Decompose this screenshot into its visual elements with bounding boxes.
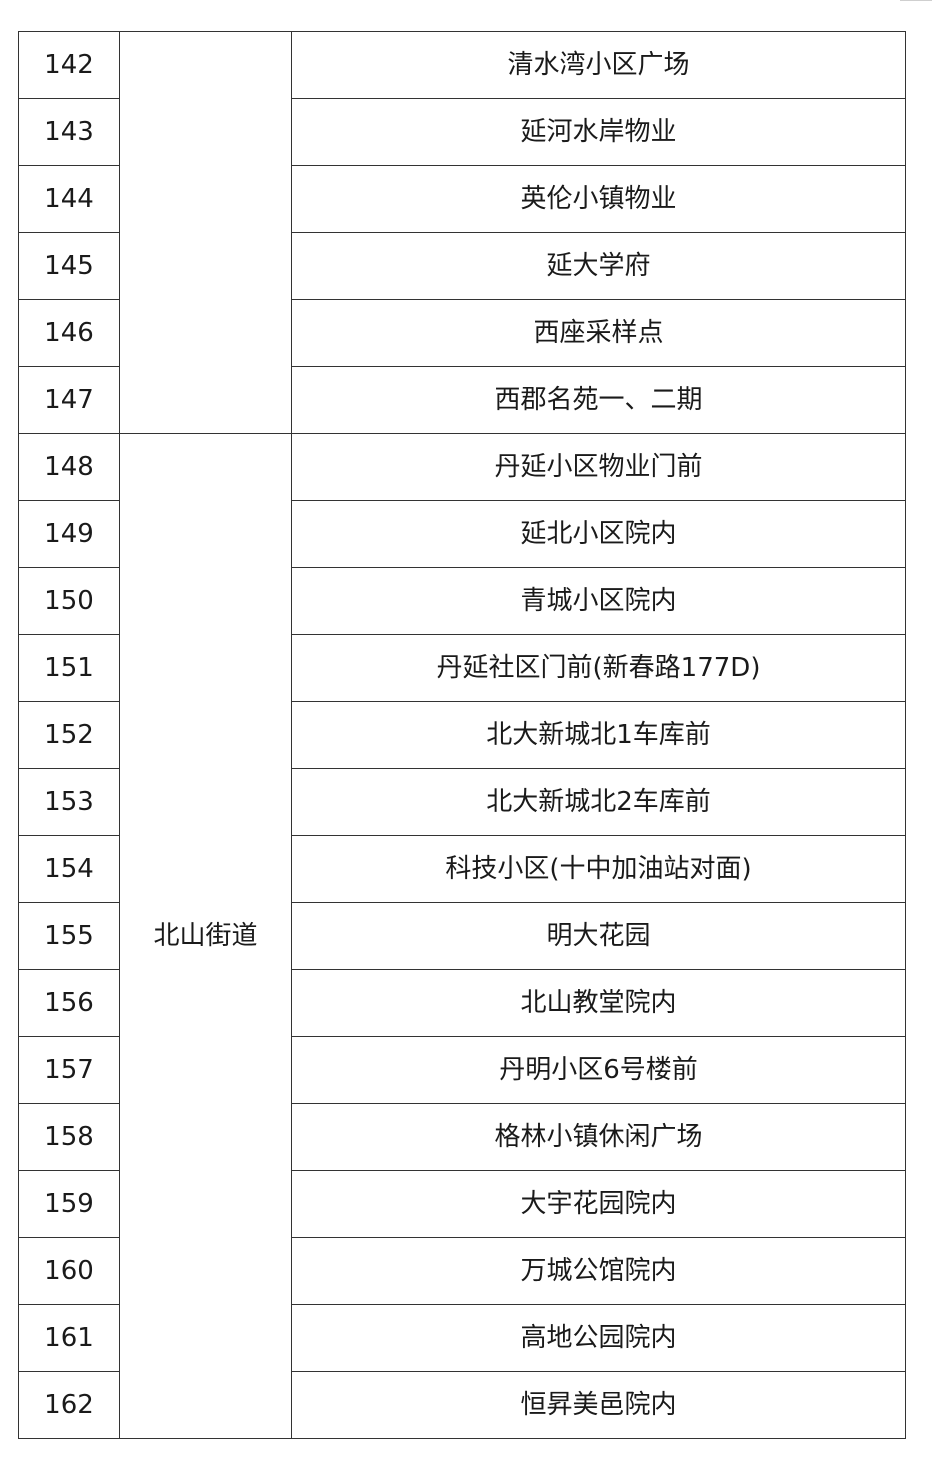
row-number: 152 bbox=[18, 701, 120, 769]
row-number: 154 bbox=[18, 835, 120, 903]
table-row: 145 延大学府 bbox=[18, 232, 906, 300]
row-number: 156 bbox=[18, 969, 120, 1037]
site-name: 西座采样点 bbox=[291, 299, 906, 367]
site-name: 北大新城北1车库前 bbox=[291, 701, 906, 769]
site-name: 高地公园院内 bbox=[291, 1304, 906, 1372]
row-number: 157 bbox=[18, 1036, 120, 1104]
table-row: 152 北大新城北1车库前 bbox=[18, 701, 906, 769]
site-name: 清水湾小区广场 bbox=[291, 31, 906, 99]
table-row: 155 明大花园 bbox=[18, 902, 906, 970]
table-row: 146 西座采样点 bbox=[18, 299, 906, 367]
site-name: 丹延小区物业门前 bbox=[291, 433, 906, 501]
page-edge-mark bbox=[900, 0, 932, 4]
row-number: 145 bbox=[18, 232, 120, 300]
table-row: 142 清水湾小区广场 bbox=[18, 31, 906, 434]
table-row: 148 北山街道 丹延小区物业门前 bbox=[18, 433, 906, 1439]
row-number: 144 bbox=[18, 165, 120, 233]
table-row: 154 科技小区(十中加油站对面) bbox=[18, 835, 906, 903]
site-name: 北山教堂院内 bbox=[291, 969, 906, 1037]
table-row: 147 西郡名苑一、二期 bbox=[18, 366, 906, 434]
site-name: 青城小区院内 bbox=[291, 567, 906, 635]
row-number: 143 bbox=[18, 98, 120, 166]
table-row: 162 恒昇美邑院内 bbox=[18, 1371, 906, 1439]
row-number: 153 bbox=[18, 768, 120, 836]
table-row: 143 延河水岸物业 bbox=[18, 98, 906, 166]
row-number: 148 bbox=[18, 433, 120, 501]
table-row: 159 大宇花园院内 bbox=[18, 1170, 906, 1238]
site-name: 丹延社区门前(新春路177D) bbox=[291, 634, 906, 702]
site-name: 恒昇美邑院内 bbox=[291, 1371, 906, 1439]
sampling-sites-table: 142 清水湾小区广场 143 延河水岸物业 144 英伦小镇物业 145 延大学府 146 西座… bbox=[18, 31, 906, 1439]
site-name: 英伦小镇物业 bbox=[291, 165, 906, 233]
site-name: 大宇花园院内 bbox=[291, 1170, 906, 1238]
table-row: 160 万城公馆院内 bbox=[18, 1237, 906, 1305]
row-number: 151 bbox=[18, 634, 120, 702]
table-row: 156 北山教堂院内 bbox=[18, 969, 906, 1037]
table-row: 157 丹明小区6号楼前 bbox=[18, 1036, 906, 1104]
site-name: 延北小区院内 bbox=[291, 500, 906, 568]
row-number: 162 bbox=[18, 1371, 120, 1439]
site-name: 西郡名苑一、二期 bbox=[291, 366, 906, 434]
row-number: 150 bbox=[18, 567, 120, 635]
site-name: 格林小镇休闲广场 bbox=[291, 1103, 906, 1171]
row-number: 149 bbox=[18, 500, 120, 568]
site-name: 明大花园 bbox=[291, 902, 906, 970]
row-number: 158 bbox=[18, 1103, 120, 1171]
table-row: 151 丹延社区门前(新春路177D) bbox=[18, 634, 906, 702]
row-number: 142 bbox=[18, 31, 120, 99]
row-number: 155 bbox=[18, 902, 120, 970]
row-number: 146 bbox=[18, 299, 120, 367]
row-number: 160 bbox=[18, 1237, 120, 1305]
district-cell: 北山街道 bbox=[119, 433, 292, 1439]
row-number: 159 bbox=[18, 1170, 120, 1238]
site-name: 丹明小区6号楼前 bbox=[291, 1036, 906, 1104]
site-name: 科技小区(十中加油站对面) bbox=[291, 835, 906, 903]
site-name: 北大新城北2车库前 bbox=[291, 768, 906, 836]
site-name: 万城公馆院内 bbox=[291, 1237, 906, 1305]
row-number: 161 bbox=[18, 1304, 120, 1372]
table-row: 153 北大新城北2车库前 bbox=[18, 768, 906, 836]
table-row: 161 高地公园院内 bbox=[18, 1304, 906, 1372]
table-row: 149 延北小区院内 bbox=[18, 500, 906, 568]
site-name: 延河水岸物业 bbox=[291, 98, 906, 166]
site-name: 延大学府 bbox=[291, 232, 906, 300]
row-number: 147 bbox=[18, 366, 120, 434]
table-row: 150 青城小区院内 bbox=[18, 567, 906, 635]
district-cell bbox=[119, 31, 292, 434]
table-body: 142 清水湾小区广场 143 延河水岸物业 144 英伦小镇物业 145 延大学府 146 西座… bbox=[18, 31, 906, 1439]
